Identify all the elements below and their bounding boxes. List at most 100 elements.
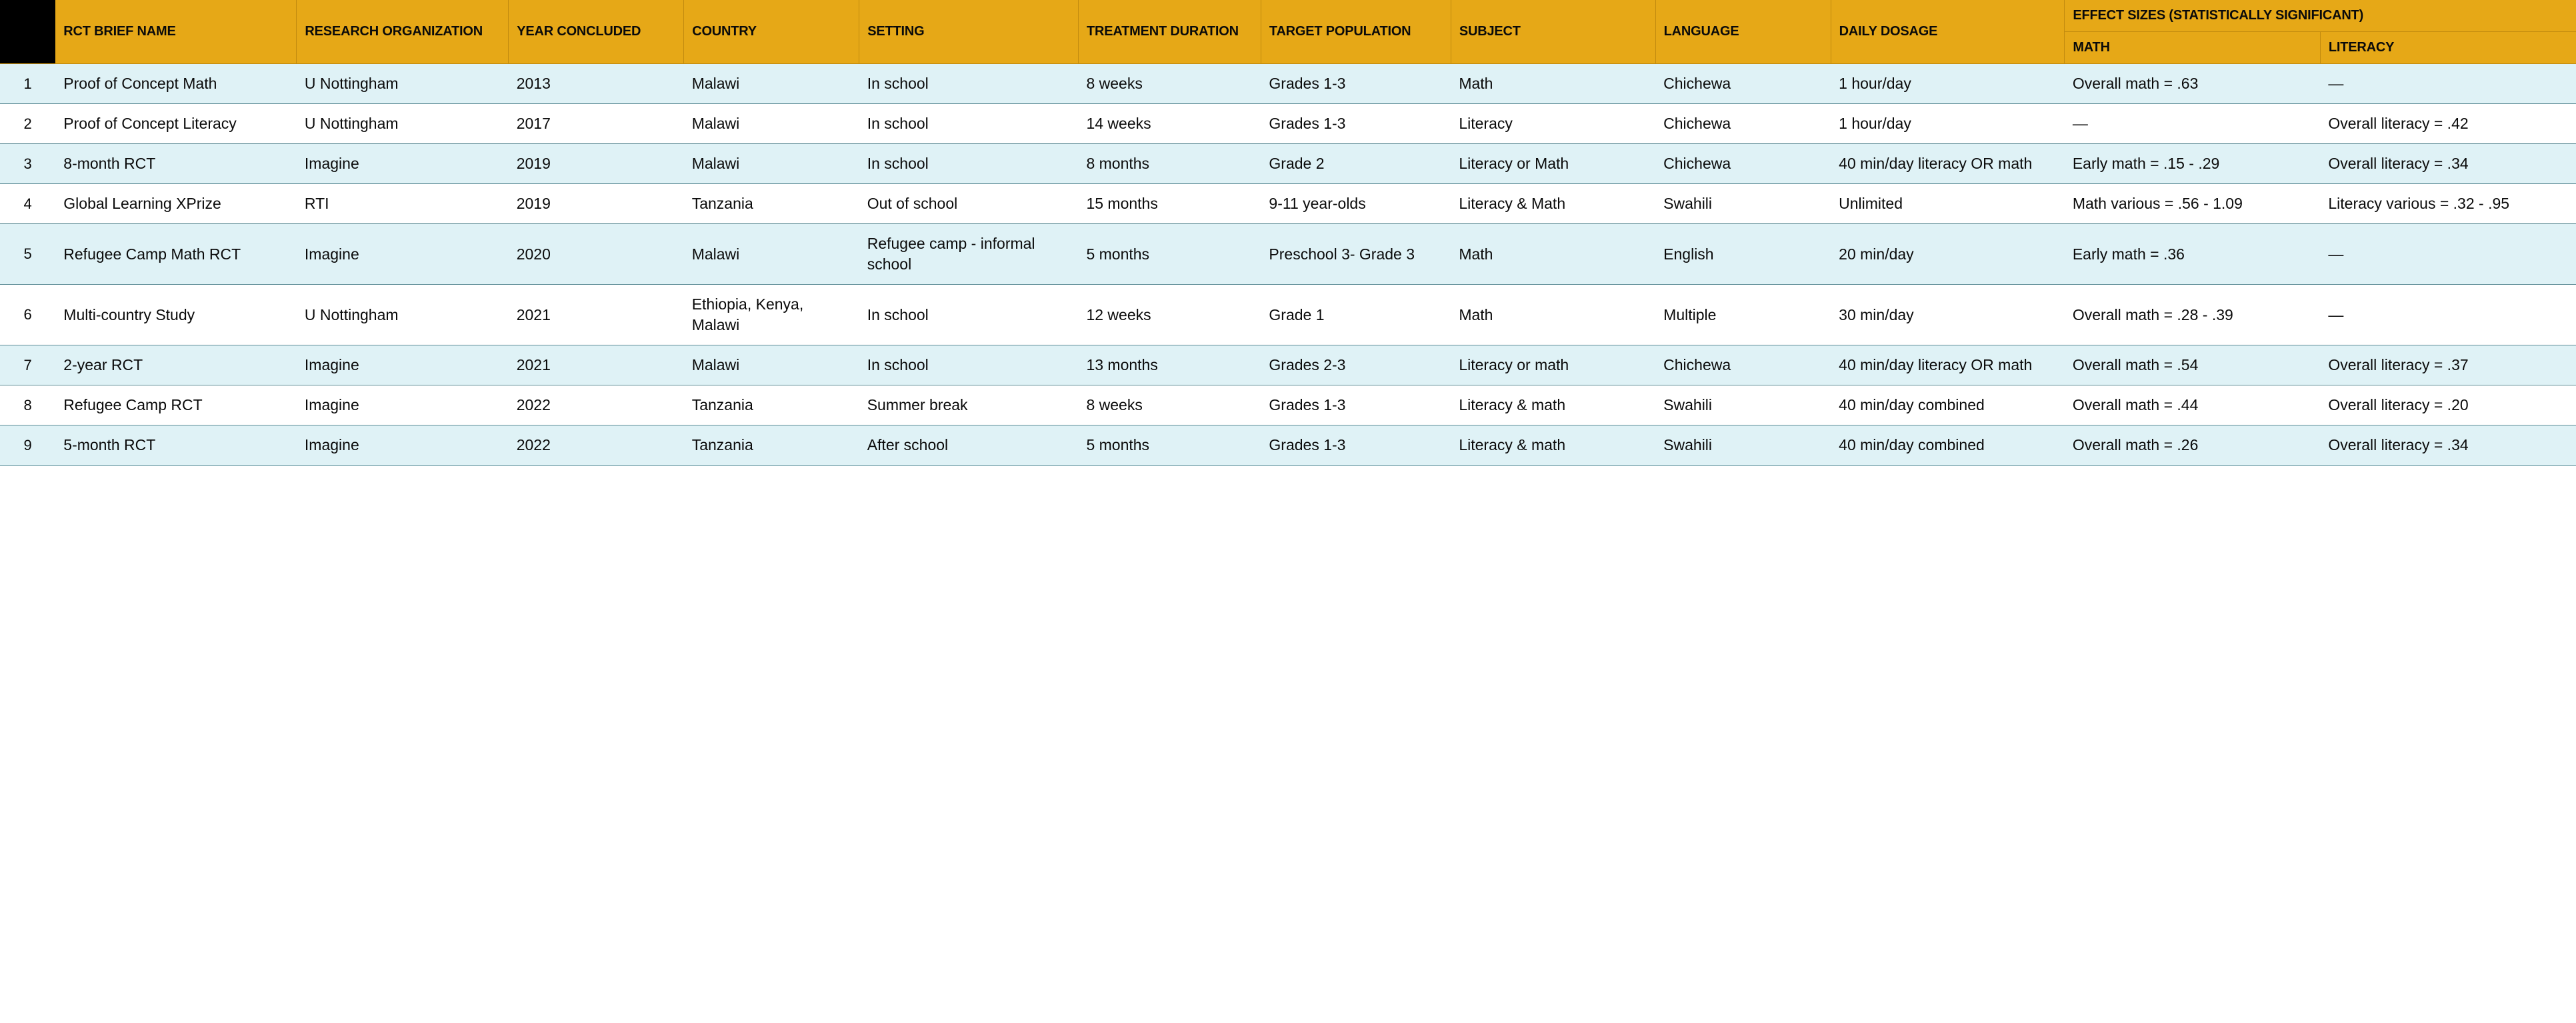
cell-population: Grades 1-3 [1261, 425, 1451, 465]
cell-dosage: Unlimited [1831, 184, 2065, 224]
cell-literacy: — [2320, 224, 2576, 285]
cell-dosage: 40 min/day literacy OR math [1831, 345, 2065, 385]
cell-country: Tanzania [684, 184, 859, 224]
cell-idx: 9 [0, 425, 55, 465]
cell-year: 2021 [509, 285, 684, 345]
cell-idx: 2 [0, 104, 55, 144]
cell-year: 2021 [509, 345, 684, 385]
cell-country: Tanzania [684, 425, 859, 465]
cell-country: Malawi [684, 345, 859, 385]
table-row: 72-year RCTImagine2021MalawiIn school13 … [0, 345, 2576, 385]
table-body: 1Proof of Concept MathU Nottingham2013Ma… [0, 64, 2576, 466]
cell-country: Ethiopia, Kenya, Malawi [684, 285, 859, 345]
cell-country: Malawi [684, 224, 859, 285]
cell-dosage: 20 min/day [1831, 224, 2065, 285]
cell-language: Swahili [1655, 425, 1831, 465]
cell-setting: After school [859, 425, 1079, 465]
cell-dosage: 40 min/day combined [1831, 425, 2065, 465]
cell-duration: 8 months [1078, 144, 1261, 184]
cell-population: Grades 1-3 [1261, 64, 1451, 104]
cell-language: English [1655, 224, 1831, 285]
rct-summary-table: RCT BRIEF NAME RESEARCH ORGANIZATION YEA… [0, 0, 2576, 466]
col-header-name: RCT BRIEF NAME [55, 0, 297, 64]
cell-name: Proof of Concept Literacy [55, 104, 297, 144]
cell-language: Chichewa [1655, 104, 1831, 144]
cell-subject: Math [1451, 64, 1655, 104]
table-row: 95-month RCTImagine2022TanzaniaAfter sch… [0, 425, 2576, 465]
cell-subject: Literacy & Math [1451, 184, 1655, 224]
table-row: 6Multi-country StudyU Nottingham2021Ethi… [0, 285, 2576, 345]
cell-language: Chichewa [1655, 345, 1831, 385]
col-header-population: TARGET POPULATION [1261, 0, 1451, 64]
col-header-setting: SETTING [859, 0, 1079, 64]
col-header-math: MATH [2065, 32, 2321, 64]
col-header-country: COUNTRY [684, 0, 859, 64]
cell-literacy: Overall literacy = .37 [2320, 345, 2576, 385]
cell-name: 8-month RCT [55, 144, 297, 184]
cell-language: Chichewa [1655, 64, 1831, 104]
table-row: 5Refugee Camp Math RCTImagine2020MalawiR… [0, 224, 2576, 285]
cell-org: Imagine [297, 425, 509, 465]
cell-name: Refugee Camp Math RCT [55, 224, 297, 285]
cell-math: Overall math = .54 [2065, 345, 2321, 385]
cell-duration: 14 weeks [1078, 104, 1261, 144]
cell-year: 2017 [509, 104, 684, 144]
col-header-language: LANGUAGE [1655, 0, 1831, 64]
cell-duration: 13 months [1078, 345, 1261, 385]
table-row: 8Refugee Camp RCTImagine2022TanzaniaSumm… [0, 385, 2576, 425]
cell-name: Proof of Concept Math [55, 64, 297, 104]
cell-org: RTI [297, 184, 509, 224]
cell-literacy: — [2320, 285, 2576, 345]
cell-language: Chichewa [1655, 144, 1831, 184]
cell-subject: Math [1451, 224, 1655, 285]
cell-math: Overall math = .28 - .39 [2065, 285, 2321, 345]
cell-duration: 8 weeks [1078, 64, 1261, 104]
cell-name: 2-year RCT [55, 345, 297, 385]
cell-math: — [2065, 104, 2321, 144]
cell-org: Imagine [297, 345, 509, 385]
cell-literacy: — [2320, 64, 2576, 104]
cell-setting: In school [859, 285, 1079, 345]
cell-dosage: 1 hour/day [1831, 64, 2065, 104]
cell-literacy: Overall literacy = .34 [2320, 144, 2576, 184]
cell-population: Grade 1 [1261, 285, 1451, 345]
col-header-idx [0, 0, 55, 64]
cell-math: Overall math = .44 [2065, 385, 2321, 425]
cell-name: 5-month RCT [55, 425, 297, 465]
cell-subject: Literacy & math [1451, 425, 1655, 465]
col-header-org: RESEARCH ORGANIZATION [297, 0, 509, 64]
cell-idx: 8 [0, 385, 55, 425]
cell-idx: 4 [0, 184, 55, 224]
table-row: 1Proof of Concept MathU Nottingham2013Ma… [0, 64, 2576, 104]
cell-country: Malawi [684, 144, 859, 184]
cell-country: Malawi [684, 104, 859, 144]
cell-population: 9-11 year-olds [1261, 184, 1451, 224]
cell-setting: Out of school [859, 184, 1079, 224]
cell-math: Overall math = .26 [2065, 425, 2321, 465]
cell-population: Grade 2 [1261, 144, 1451, 184]
cell-literacy: Literacy various = .32 - .95 [2320, 184, 2576, 224]
cell-math: Math various = .56 - 1.09 [2065, 184, 2321, 224]
table-row: 38-month RCTImagine2019MalawiIn school8 … [0, 144, 2576, 184]
cell-literacy: Overall literacy = .42 [2320, 104, 2576, 144]
col-header-dosage: DAILY DOSAGE [1831, 0, 2065, 64]
col-header-duration: TREATMENT DURATION [1078, 0, 1261, 64]
cell-duration: 15 months [1078, 184, 1261, 224]
cell-math: Early math = .15 - .29 [2065, 144, 2321, 184]
table-row: 4Global Learning XPrizeRTI2019TanzaniaOu… [0, 184, 2576, 224]
cell-name: Multi-country Study [55, 285, 297, 345]
cell-name: Refugee Camp RCT [55, 385, 297, 425]
cell-subject: Literacy [1451, 104, 1655, 144]
cell-subject: Literacy or math [1451, 345, 1655, 385]
cell-subject: Math [1451, 285, 1655, 345]
table-row: 2Proof of Concept LiteracyU Nottingham20… [0, 104, 2576, 144]
cell-duration: 5 months [1078, 425, 1261, 465]
cell-org: Imagine [297, 385, 509, 425]
cell-dosage: 40 min/day combined [1831, 385, 2065, 425]
cell-idx: 7 [0, 345, 55, 385]
col-header-literacy: LITERACY [2320, 32, 2576, 64]
cell-idx: 3 [0, 144, 55, 184]
col-header-effect-group: EFFECT SIZES (STATISTICALLY SIGNIFICANT) [2065, 0, 2576, 32]
cell-country: Malawi [684, 64, 859, 104]
cell-year: 2022 [509, 385, 684, 425]
